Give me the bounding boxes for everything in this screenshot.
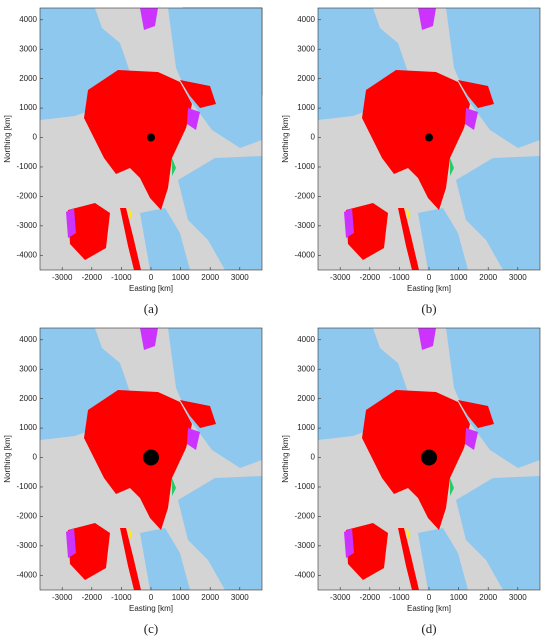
x-tick-label: -2000 — [360, 273, 381, 282]
no-data-pole — [147, 133, 155, 142]
y-tick-label: 3000 — [297, 44, 315, 53]
x-tick-label: 3000 — [231, 273, 249, 282]
y-tick-label: -1000 — [295, 162, 316, 171]
y-tick-label: -4000 — [295, 250, 316, 259]
x-axis-label: Easting [km] — [407, 284, 451, 293]
x-tick-label: 3000 — [509, 593, 527, 602]
no-data-pole — [421, 449, 437, 466]
x-tick-label: -1000 — [111, 593, 132, 602]
y-tick-label: 3000 — [19, 364, 37, 373]
y-tick-label: 4000 — [297, 15, 315, 24]
y-tick-label: -2000 — [17, 192, 38, 201]
y-tick-label: -2000 — [295, 192, 316, 201]
x-tick-label: 0 — [427, 273, 432, 282]
x-tick-label: 0 — [427, 593, 432, 602]
y-tick-label: -3000 — [295, 541, 316, 550]
y-tick-label: 3000 — [297, 364, 315, 373]
y-tick-label: 4000 — [19, 15, 37, 24]
y-tick-label: 0 — [311, 133, 316, 142]
y-tick-label: 1000 — [19, 103, 37, 112]
x-axis-label: Easting [km] — [129, 284, 173, 293]
y-tick-label: -2000 — [295, 512, 316, 521]
y-tick-label: 0 — [311, 453, 316, 462]
panel-label: (c) — [144, 621, 158, 636]
y-tick-label: 2000 — [297, 394, 315, 403]
y-tick-label: 1000 — [297, 423, 315, 432]
no-data-pole — [425, 133, 433, 142]
y-axis-label: Northing [km] — [281, 435, 290, 483]
y-axis-label: Northing [km] — [281, 115, 290, 163]
x-tick-label: -3000 — [52, 593, 73, 602]
x-tick-label: 3000 — [509, 273, 527, 282]
y-tick-label: -4000 — [17, 250, 38, 259]
y-tick-label: 4000 — [19, 335, 37, 344]
x-tick-label: -2000 — [82, 593, 103, 602]
y-axis-label: Northing [km] — [3, 115, 12, 163]
y-tick-label: -2000 — [17, 512, 38, 521]
panel-label: (b) — [421, 301, 436, 316]
y-tick-label: 1000 — [297, 103, 315, 112]
y-tick-label: -4000 — [17, 570, 38, 579]
x-tick-label: -2000 — [82, 273, 103, 282]
no-data-pole — [143, 449, 159, 466]
y-tick-label: -3000 — [17, 221, 38, 230]
x-tick-label: -1000 — [111, 273, 132, 282]
y-tick-label: 3000 — [19, 44, 37, 53]
x-tick-label: -1000 — [389, 273, 410, 282]
y-tick-label: -1000 — [17, 162, 38, 171]
x-tick-label: 2000 — [201, 593, 219, 602]
y-tick-label: -3000 — [295, 221, 316, 230]
y-tick-label: 0 — [33, 453, 38, 462]
x-tick-label: 1000 — [450, 273, 468, 282]
x-tick-label: 2000 — [201, 273, 219, 282]
x-tick-label: -3000 — [52, 273, 73, 282]
y-tick-label: 2000 — [297, 74, 315, 83]
y-tick-label: 2000 — [19, 394, 37, 403]
x-tick-label: -1000 — [389, 593, 410, 602]
x-tick-label: -3000 — [330, 273, 351, 282]
x-tick-label: 0 — [149, 593, 154, 602]
panel-label: (d) — [421, 621, 436, 636]
x-tick-label: 2000 — [479, 593, 497, 602]
x-tick-label: 3000 — [231, 593, 249, 602]
y-tick-label: 2000 — [19, 74, 37, 83]
y-tick-label: 4000 — [297, 335, 315, 344]
y-tick-label: -3000 — [17, 541, 38, 550]
y-tick-label: -4000 — [295, 570, 316, 579]
x-tick-label: -3000 — [330, 593, 351, 602]
panel-label: (a) — [144, 301, 158, 316]
x-tick-label: 1000 — [172, 593, 190, 602]
x-axis-label: Easting [km] — [407, 604, 451, 613]
x-tick-label: 1000 — [450, 593, 468, 602]
x-tick-label: 0 — [149, 273, 154, 282]
y-axis-label: Northing [km] — [3, 435, 12, 483]
x-tick-label: -2000 — [360, 593, 381, 602]
y-tick-label: 0 — [33, 133, 38, 142]
y-tick-label: -1000 — [295, 482, 316, 491]
x-tick-label: 1000 — [172, 273, 190, 282]
x-tick-label: 2000 — [479, 273, 497, 282]
x-axis-label: Easting [km] — [129, 604, 173, 613]
y-tick-label: -1000 — [17, 482, 38, 491]
y-tick-label: 1000 — [19, 423, 37, 432]
